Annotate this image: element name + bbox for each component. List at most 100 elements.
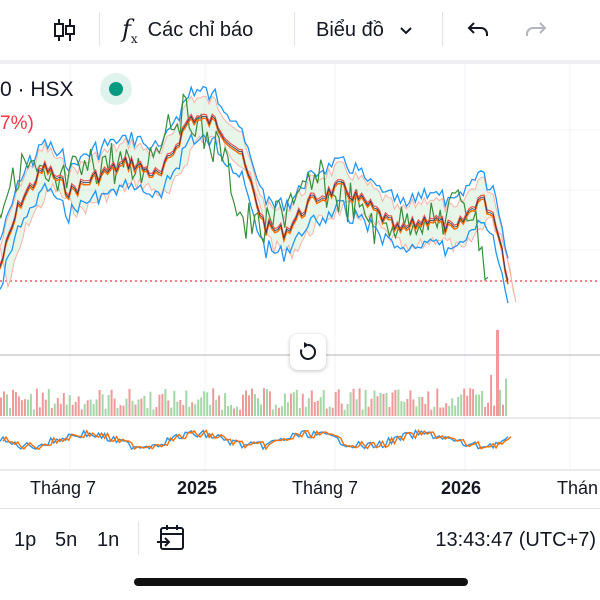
redo-icon <box>526 22 547 36</box>
volume-bar <box>20 400 23 416</box>
volume-bar <box>340 403 343 416</box>
volume-bar <box>370 398 373 416</box>
volume-bar <box>245 390 247 416</box>
toolbar-divider <box>99 12 100 46</box>
volume-bar <box>505 378 507 416</box>
volume-bar <box>481 391 484 416</box>
candlestick-icon <box>54 19 75 41</box>
volume-bar <box>107 395 110 416</box>
undo-icon <box>467 22 488 36</box>
volume-bar <box>502 404 504 416</box>
volume-bar <box>424 404 427 416</box>
volume-bar <box>469 388 472 416</box>
volume-bar <box>173 390 176 416</box>
timeframe-1p-button[interactable]: 1p <box>14 529 37 551</box>
candle-type-button[interactable] <box>50 10 78 50</box>
volume-bar <box>251 388 253 416</box>
symbol-title[interactable]: 0 · HSX <box>0 78 74 101</box>
price-close-line <box>0 115 509 283</box>
volume-bar <box>277 407 280 416</box>
volume-bar <box>200 397 203 416</box>
volume-bar <box>298 408 301 416</box>
volume-bar <box>322 390 325 416</box>
bollinger-upper-line <box>0 85 509 259</box>
volume-bar <box>242 394 244 416</box>
volume-bar <box>38 407 41 416</box>
volume-bar <box>170 407 173 416</box>
home-indicator <box>134 578 468 586</box>
volume-bar <box>128 388 131 416</box>
volume-bar <box>83 404 86 416</box>
volume-bar <box>358 388 361 416</box>
volume-bar <box>499 390 501 416</box>
volume-bar <box>221 409 224 416</box>
chart-menu-button[interactable]: Biểu đồ <box>316 10 416 50</box>
volume-bar <box>364 390 367 416</box>
price-line <box>0 113 509 281</box>
volume-bar <box>188 406 191 416</box>
volume-bar <box>478 394 481 416</box>
x-axis-label: Thán <box>557 478 599 498</box>
volume-bar <box>313 402 316 416</box>
oscillator-signal-line <box>2 429 512 451</box>
bottom-divider <box>138 521 139 555</box>
volume-bar <box>191 402 194 416</box>
volume-bar <box>167 400 170 416</box>
volume-bar <box>101 394 104 416</box>
volume-bar <box>388 407 391 416</box>
volume-bar <box>490 374 493 416</box>
volume-bar <box>9 407 11 416</box>
toolbar-divider <box>294 12 295 46</box>
volume-bar <box>325 408 328 416</box>
volume-bar <box>439 407 442 416</box>
volume-bar <box>412 399 415 416</box>
volume-bar <box>77 396 80 416</box>
volume-bar <box>3 391 5 416</box>
volume-bar <box>292 392 295 416</box>
x-axis-label: Tháng 7 <box>292 478 359 498</box>
go-to-date-button[interactable] <box>156 523 186 558</box>
volume-bar <box>119 405 122 416</box>
volume-bar <box>463 388 466 416</box>
volume-bar <box>131 400 134 416</box>
volume-bar <box>230 404 233 416</box>
bollinger-lower-line <box>0 132 509 304</box>
volume-bar <box>35 388 38 416</box>
volume-bar <box>337 389 340 416</box>
volume-bar <box>86 400 89 416</box>
chart-svg[interactable] <box>0 64 600 504</box>
volume-bar <box>122 405 125 416</box>
market-status-indicator[interactable] <box>100 73 132 105</box>
volume-bar <box>215 399 218 416</box>
volume-bar <box>74 401 77 416</box>
volume-bar <box>454 405 457 416</box>
indicators-button[interactable]: fx Các chỉ báo <box>122 10 253 50</box>
volume-bar <box>304 406 307 416</box>
volume-bar <box>295 389 298 416</box>
reset-chart-button[interactable] <box>290 334 326 370</box>
volume-bar <box>406 399 409 416</box>
clock-timezone[interactable]: 13:43:47 (UTC+7) <box>435 529 596 551</box>
volume-bar <box>209 404 212 416</box>
timeframe-1n-button[interactable]: 1n <box>97 529 120 551</box>
volume-bar <box>391 392 394 416</box>
volume-bar <box>430 409 433 416</box>
timeframe-5n-button[interactable]: 5n <box>55 529 78 551</box>
chart-menu-label: Biểu đồ <box>316 18 384 41</box>
reset-icon <box>300 342 317 360</box>
volume-bar <box>436 388 439 416</box>
volume-bar <box>445 403 448 416</box>
volume-bar <box>17 396 20 416</box>
volume-bar <box>466 395 469 416</box>
redo-button[interactable] <box>522 10 550 50</box>
undo-button[interactable] <box>464 10 492 50</box>
volume-bar <box>472 389 475 416</box>
volume-bar <box>415 406 418 416</box>
x-axis-label: 2026 <box>441 478 482 498</box>
volume-bar <box>182 405 185 416</box>
volume-bar <box>352 388 355 416</box>
volume-bar <box>418 396 421 416</box>
volume-bar <box>334 392 337 416</box>
volume-bar <box>346 404 349 416</box>
chart-canvas[interactable] <box>0 64 600 504</box>
